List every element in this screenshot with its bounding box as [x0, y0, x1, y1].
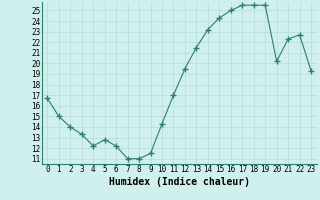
X-axis label: Humidex (Indice chaleur): Humidex (Indice chaleur) — [109, 177, 250, 187]
